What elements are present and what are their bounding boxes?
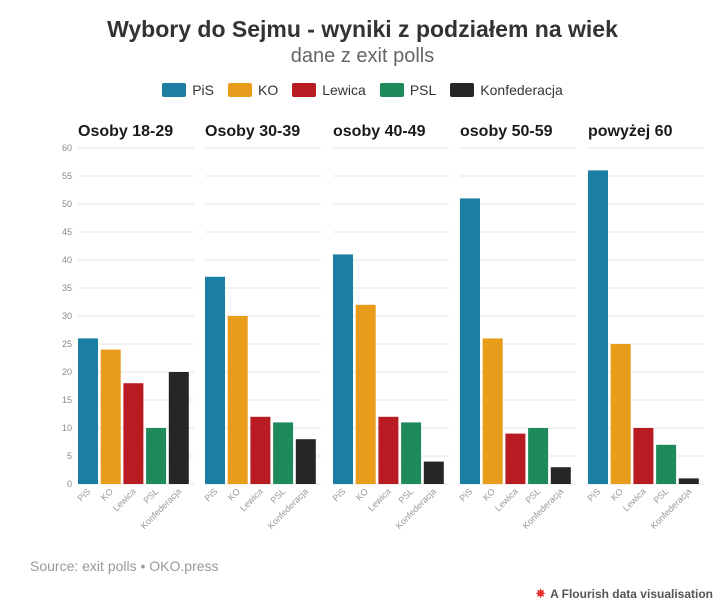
x-tick-label: KO bbox=[99, 486, 115, 502]
y-tick-label: 60 bbox=[62, 143, 72, 153]
legend-item-ko[interactable]: KO bbox=[227, 82, 279, 98]
x-tick-label: PSL bbox=[651, 486, 670, 505]
x-tick-label: KO bbox=[226, 486, 242, 502]
bar-lewica bbox=[378, 416, 399, 484]
y-tick-label: 15 bbox=[62, 395, 72, 405]
bar-lewica bbox=[123, 383, 144, 484]
y-tick-label: 50 bbox=[62, 199, 72, 209]
legend: PiS KO Lewica PSL Konfederacja bbox=[0, 82, 725, 98]
legend-label: PiS bbox=[192, 82, 214, 98]
y-tick-label: 40 bbox=[62, 255, 72, 265]
bar-konfederacja bbox=[295, 439, 316, 484]
x-tick-label: Lewica bbox=[621, 486, 648, 513]
source-note: Source: exit polls • OKO.press bbox=[30, 558, 219, 574]
bar-konfederacja bbox=[168, 372, 189, 484]
bar-psl bbox=[146, 428, 167, 484]
bar-psl bbox=[273, 422, 294, 484]
x-tick-label: Lewica bbox=[493, 486, 520, 513]
legend-swatch bbox=[450, 83, 475, 97]
x-tick-label: PSL bbox=[141, 486, 160, 505]
legend-label: Lewica bbox=[322, 82, 366, 98]
bar-ko bbox=[227, 316, 248, 484]
x-tick-label: Lewica bbox=[238, 486, 265, 513]
chart-title: Wybory do Sejmu - wyniki z podziałem na … bbox=[107, 16, 618, 42]
panel-title: osoby 50-59 bbox=[460, 123, 553, 140]
bar-pis bbox=[588, 170, 608, 484]
y-tick-label: 25 bbox=[62, 339, 72, 349]
bar-psl bbox=[656, 444, 677, 484]
x-tick-label: KO bbox=[354, 486, 370, 502]
legend-label: Konfederacja bbox=[480, 82, 563, 98]
legend-item-psl[interactable]: PSL bbox=[379, 82, 437, 98]
x-tick-label: Konfederacja bbox=[521, 486, 566, 531]
x-tick-label: PiS bbox=[457, 486, 474, 503]
panel-title: Osoby 30-39 bbox=[205, 123, 300, 140]
bar-lewica bbox=[250, 416, 271, 484]
bar-ko bbox=[355, 304, 376, 484]
legend-item-lewica[interactable]: Lewica bbox=[292, 82, 366, 98]
y-tick-label: 55 bbox=[62, 171, 72, 181]
y-tick-label: 30 bbox=[62, 311, 72, 321]
legend-swatch bbox=[227, 83, 252, 97]
x-tick-label: PSL bbox=[523, 486, 542, 505]
x-tick-label: KO bbox=[481, 486, 497, 502]
x-tick-label: PiS bbox=[202, 486, 219, 503]
x-tick-label: Konfederacja bbox=[139, 486, 184, 531]
legend-swatch bbox=[292, 83, 317, 97]
bar-ko bbox=[610, 344, 631, 484]
bar-konfederacja bbox=[550, 467, 571, 484]
bar-pis bbox=[205, 276, 225, 484]
legend-item-konfederacja[interactable]: Konfederacja bbox=[450, 82, 563, 98]
x-tick-label: PSL bbox=[268, 486, 287, 505]
bar-pis bbox=[333, 254, 353, 484]
y-tick-label: 35 bbox=[62, 283, 72, 293]
bar-lewica bbox=[633, 428, 654, 484]
x-tick-label: PiS bbox=[585, 486, 602, 503]
x-tick-label: PiS bbox=[330, 486, 347, 503]
legend-label: KO bbox=[257, 82, 279, 98]
y-tick-label: 20 bbox=[62, 367, 72, 377]
x-tick-label: Lewica bbox=[111, 486, 138, 513]
x-tick-label: Konfederacja bbox=[649, 486, 694, 531]
x-tick-label: PSL bbox=[396, 486, 415, 505]
y-tick-label: 5 bbox=[67, 451, 72, 461]
x-tick-label: KO bbox=[609, 486, 625, 502]
x-tick-label: Lewica bbox=[366, 486, 393, 513]
x-tick-label: Konfederacja bbox=[394, 486, 439, 531]
y-tick-label: 10 bbox=[62, 423, 72, 433]
legend-swatch bbox=[162, 83, 187, 97]
bar-pis bbox=[78, 338, 98, 484]
bar-ko bbox=[100, 349, 121, 484]
flourish-credit-link[interactable]: ✸ A Flourish data visualisation bbox=[535, 586, 713, 602]
legend-label: PSL bbox=[409, 82, 437, 98]
legend-item-pis[interactable]: PiS bbox=[162, 82, 214, 98]
bar-lewica bbox=[505, 433, 526, 484]
bar-psl bbox=[528, 428, 549, 484]
panel-title: powyżej 60 bbox=[588, 123, 673, 140]
bar-ko bbox=[482, 338, 503, 484]
panel-title: Osoby 18-29 bbox=[78, 123, 173, 140]
bar-psl bbox=[401, 422, 422, 484]
flourish-credit-text: A Flourish data visualisation bbox=[550, 587, 713, 601]
panel-title: osoby 40-49 bbox=[333, 123, 426, 140]
legend-swatch bbox=[379, 83, 404, 97]
bar-konfederacja bbox=[678, 478, 699, 484]
x-tick-label: PiS bbox=[75, 486, 92, 503]
flourish-logo-icon: ✸ bbox=[535, 586, 547, 601]
chart-subtitle: dane z exit polls bbox=[290, 45, 435, 67]
x-tick-label: Konfederacja bbox=[266, 486, 311, 531]
y-tick-label: 0 bbox=[67, 479, 72, 489]
bar-konfederacja bbox=[423, 461, 444, 484]
bar-pis bbox=[460, 198, 480, 484]
y-tick-label: 45 bbox=[62, 227, 72, 237]
